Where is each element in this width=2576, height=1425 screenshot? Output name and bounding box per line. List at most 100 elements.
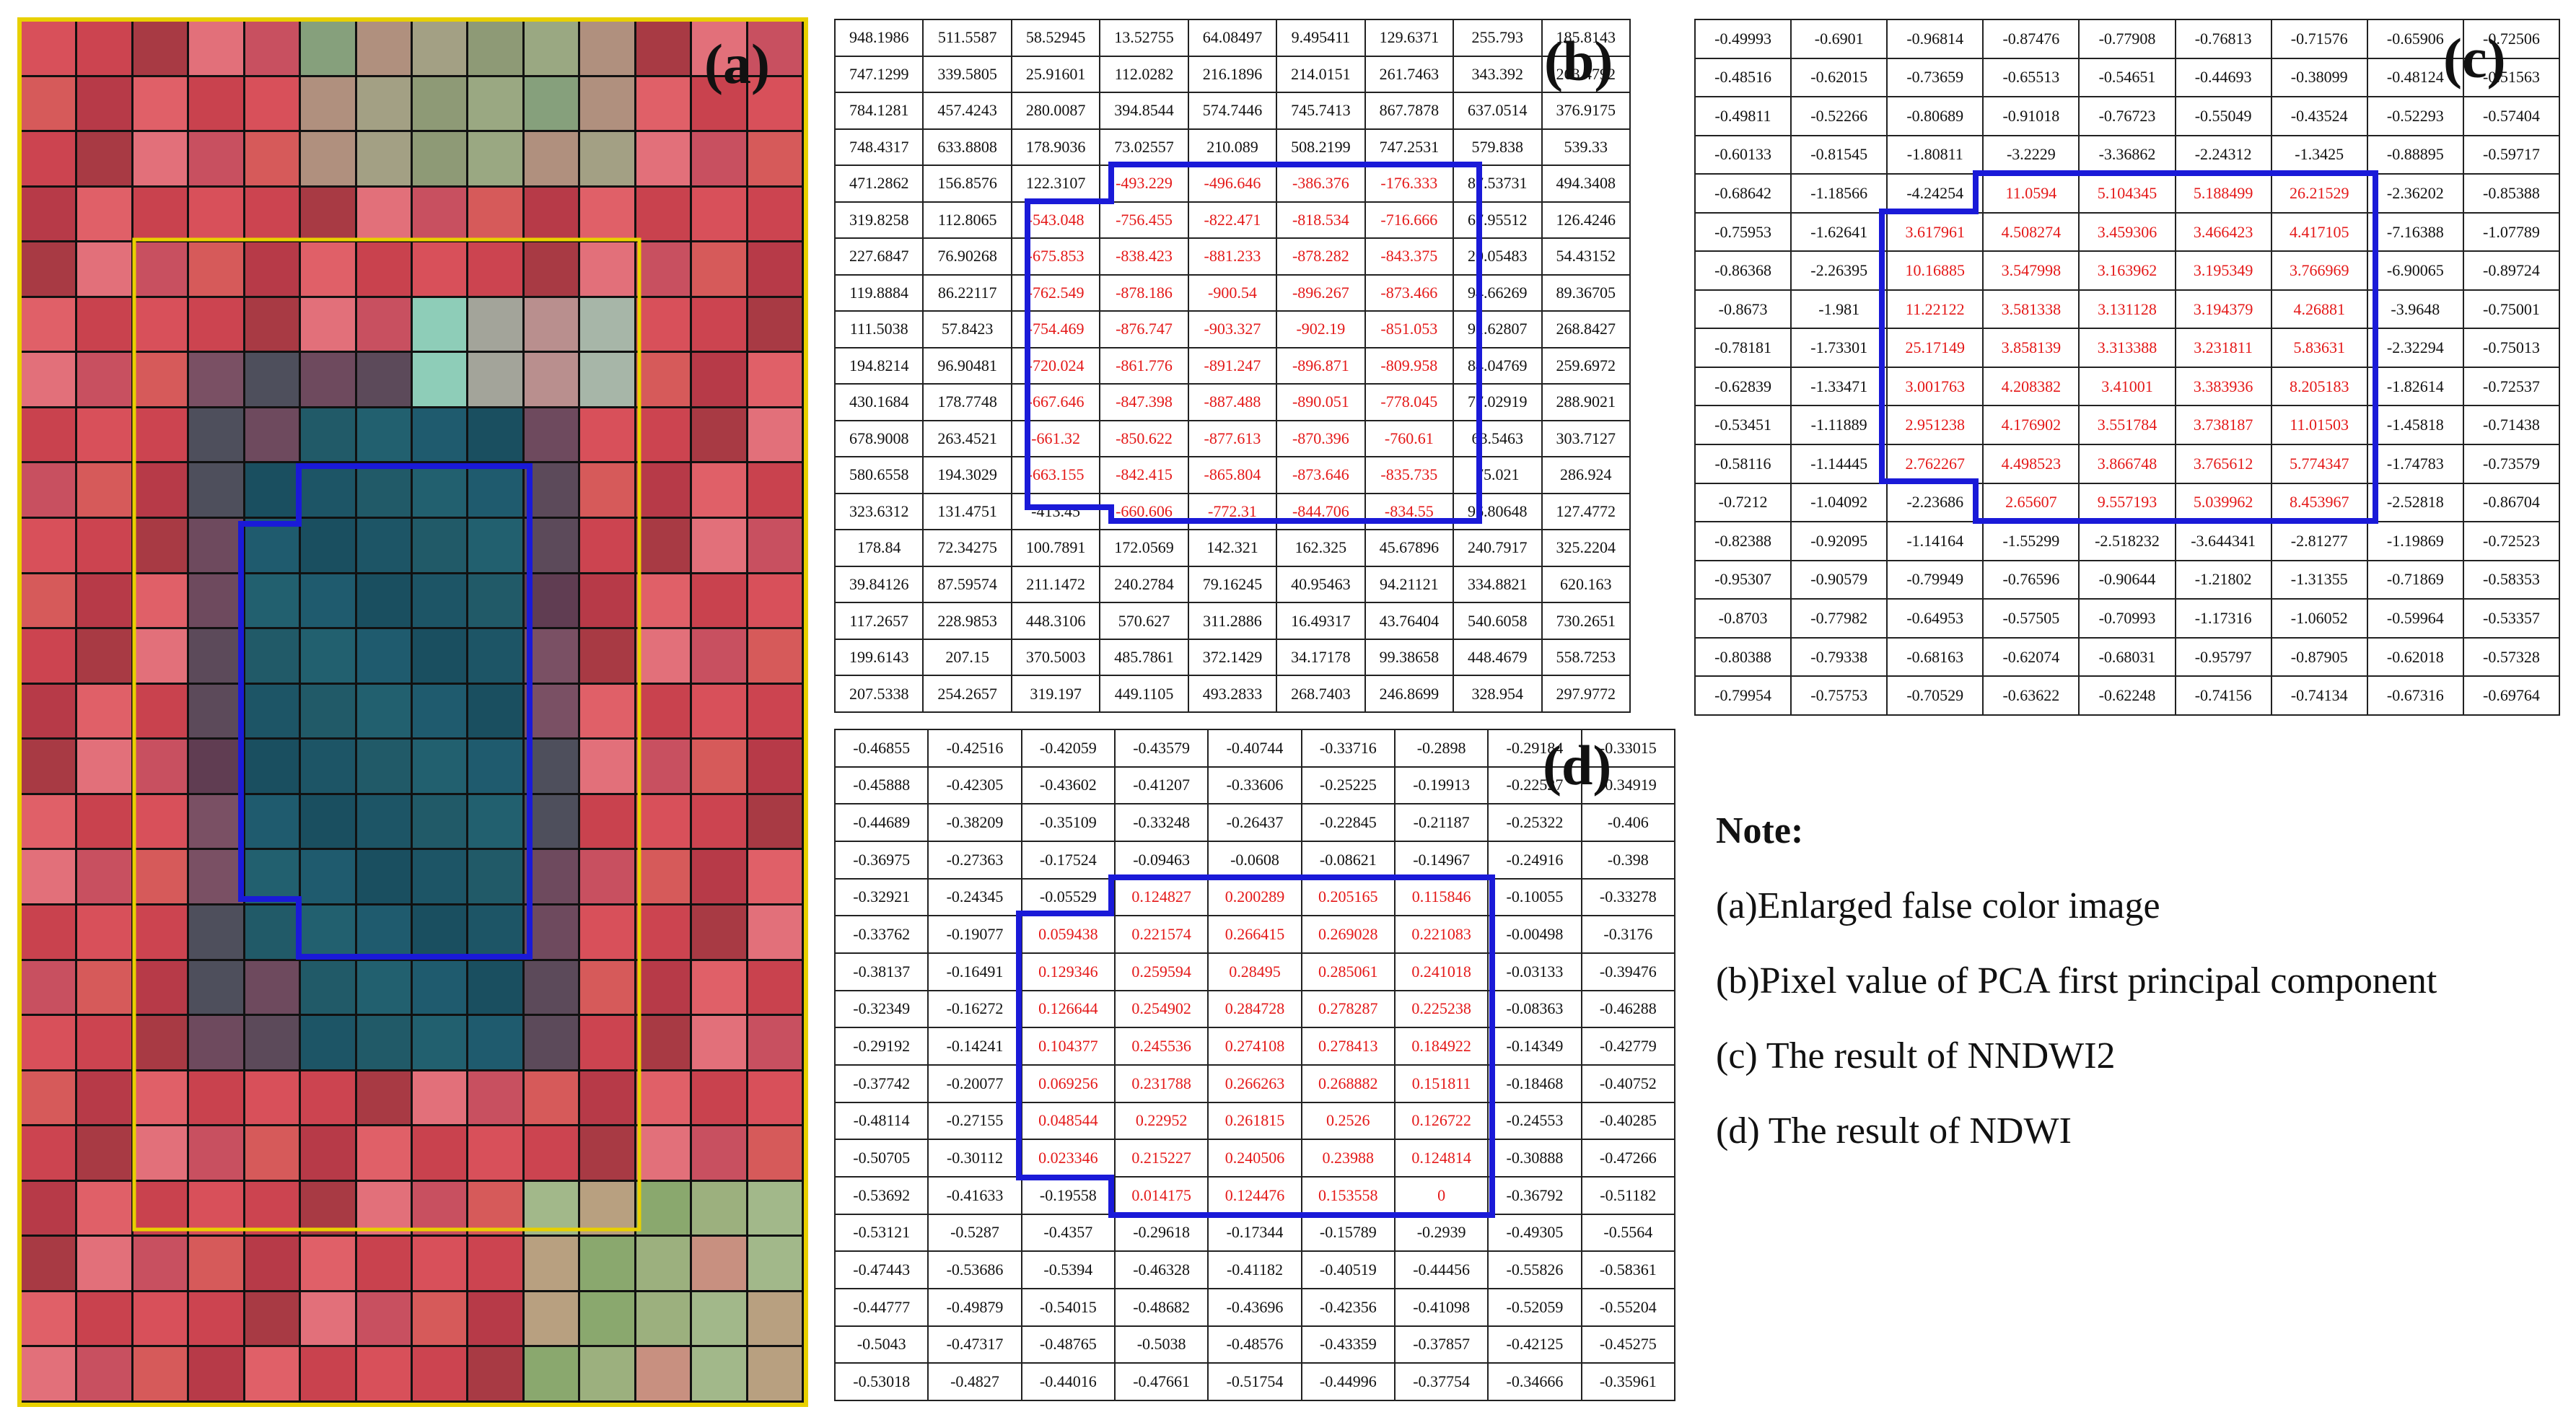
- pixel: [524, 1292, 581, 1348]
- table-cell: 448.4679: [1453, 638, 1543, 677]
- table-cell: -0.5043: [833, 1325, 929, 1364]
- table-row: -0.44689 -0.38209 -0.35109 -0.33248 -0.26437…: [833, 803, 1676, 842]
- pixel: [748, 408, 804, 464]
- table-cell: 0.221083: [1393, 915, 1489, 954]
- table-cell: 254.2657: [922, 675, 1012, 713]
- table-cell: -1.80811: [1886, 134, 1984, 175]
- table-cell: -0.21187: [1393, 803, 1489, 842]
- table-cell: -903.327: [1187, 310, 1278, 348]
- table-cell: -0.58116: [1694, 444, 1792, 484]
- pixel: [636, 1126, 693, 1182]
- table-cell: 297.9772: [1541, 675, 1631, 713]
- pixel: [301, 22, 357, 77]
- pixel: [22, 1016, 78, 1071]
- table-cell: 730.2651: [1541, 602, 1631, 640]
- table-cell: -0.75753: [1790, 675, 1888, 716]
- table-cell: -0.24553: [1487, 1101, 1582, 1141]
- pixel: [189, 684, 245, 740]
- pixel: [413, 1347, 469, 1403]
- pixel: [301, 574, 357, 630]
- table-cell: -0.44996: [1300, 1362, 1396, 1401]
- pixel: [22, 353, 78, 408]
- table-cell: -0.47443: [833, 1250, 929, 1289]
- table-cell: -0.48516: [1694, 57, 1792, 98]
- table-cell: 8.453967: [2270, 482, 2368, 523]
- pixel: [133, 960, 190, 1017]
- table-cell: -2.24312: [2174, 134, 2272, 175]
- pixel: [22, 1071, 78, 1127]
- table-cell: -0.53686: [927, 1250, 1022, 1289]
- table-cell: -900.54: [1187, 273, 1278, 312]
- pixel: [356, 629, 413, 685]
- table-row: -0.48114 -0.27155 0.048544 0.22952 0.261815 0…: [833, 1101, 1676, 1141]
- pixel: [468, 519, 525, 574]
- pixel: [77, 684, 133, 740]
- table-cell: 72.34275: [922, 529, 1012, 567]
- table-cell: 77.02919: [1453, 383, 1543, 421]
- pixel: [189, 574, 245, 630]
- table-cell: 94.66269: [1453, 273, 1543, 312]
- pixel: [748, 22, 804, 77]
- table-cell: 185.8143: [1541, 19, 1631, 57]
- table-cell: 0.115846: [1393, 877, 1489, 917]
- table-row: -0.79954 -0.75753 -0.70529 -0.63622 -0.62248…: [1694, 675, 2561, 716]
- table-cell: 11.01503: [2270, 405, 2368, 446]
- pixel: [301, 629, 357, 685]
- pixel: [245, 684, 302, 740]
- pixel: [636, 574, 693, 630]
- table-cell: -0.55204: [1580, 1287, 1676, 1327]
- table-cell: -778.045: [1364, 383, 1455, 421]
- table-cell: -0.32349: [833, 989, 929, 1029]
- table-cell: 334.8821: [1453, 565, 1543, 604]
- table-row: -0.95307 -0.90579 -0.79949 -0.76596 -0.90644…: [1694, 559, 2561, 600]
- pixel: [245, 850, 302, 906]
- table-row: 227.6847 76.90268 -675.853 -838.423 -881.233…: [833, 237, 1631, 276]
- pixel: [301, 1347, 357, 1403]
- pixel: [301, 187, 357, 243]
- table-cell: -0.5564: [1580, 1213, 1676, 1253]
- pixel: [356, 1071, 413, 1127]
- table-row: 678.9008 263.4521 -661.32 -850.622 -877.613-…: [833, 419, 1631, 458]
- pixel: [133, 684, 190, 740]
- table-cell: 67.95512: [1453, 201, 1543, 240]
- table-cell: -762.549: [1010, 273, 1101, 312]
- table-cell: 3.459306: [2078, 211, 2176, 253]
- pixel: [413, 1016, 469, 1071]
- table-row: -0.37742 -0.20077 0.069256 0.231788 0.266263…: [833, 1064, 1676, 1103]
- table-cell: -1.06052: [2270, 598, 2368, 639]
- pixel: [413, 574, 469, 630]
- pixel: [413, 629, 469, 685]
- pixel: [356, 1181, 413, 1237]
- table-cell: 3.766969: [2270, 250, 2368, 291]
- pixel: [22, 187, 78, 243]
- pixel: [356, 684, 413, 740]
- table-cell: 8.205183: [2270, 366, 2368, 407]
- pixel: [133, 1347, 190, 1403]
- table-cell: -0.76813: [2174, 19, 2272, 59]
- pixel: [413, 960, 469, 1017]
- table-cell: -0.41207: [1113, 766, 1209, 805]
- table-cell: -896.267: [1276, 273, 1366, 312]
- table-cell: 122.3107: [1010, 165, 1101, 203]
- table-row: 39.84126 87.59574 211.1472 240.2784 79.16245…: [833, 565, 1631, 604]
- table-cell: 43.76404: [1364, 602, 1455, 640]
- table-cell: -1.3425: [2270, 134, 2368, 175]
- table-cell: -0.19558: [1020, 1175, 1116, 1215]
- table-cell: -2.518232: [2078, 521, 2176, 561]
- table-cell: 0.254902: [1113, 989, 1209, 1029]
- figure-note: Note: (a)Enlarged false color image (b)P…: [1716, 794, 2437, 1169]
- pixel: [22, 1181, 78, 1237]
- pixel: [468, 740, 525, 795]
- table-cell: -760.61: [1364, 419, 1455, 458]
- pixel: [580, 463, 636, 519]
- pixel: [245, 187, 302, 243]
- table-cell: 637.0514: [1453, 92, 1543, 130]
- table-cell: -0.45275: [1580, 1325, 1676, 1364]
- table-row: -0.82388 -0.92095 -1.14164 -1.55299 -2.51823…: [1694, 521, 2561, 561]
- table-cell: -0.48765: [1020, 1325, 1116, 1364]
- table-cell: 117.2657: [833, 602, 924, 640]
- panel-label-b: (b): [1544, 30, 1613, 92]
- pixel: [22, 794, 78, 851]
- pixel: [245, 132, 302, 188]
- table-row: -0.33762 -0.19077 0.059438 0.221574 0.266415…: [833, 915, 1676, 954]
